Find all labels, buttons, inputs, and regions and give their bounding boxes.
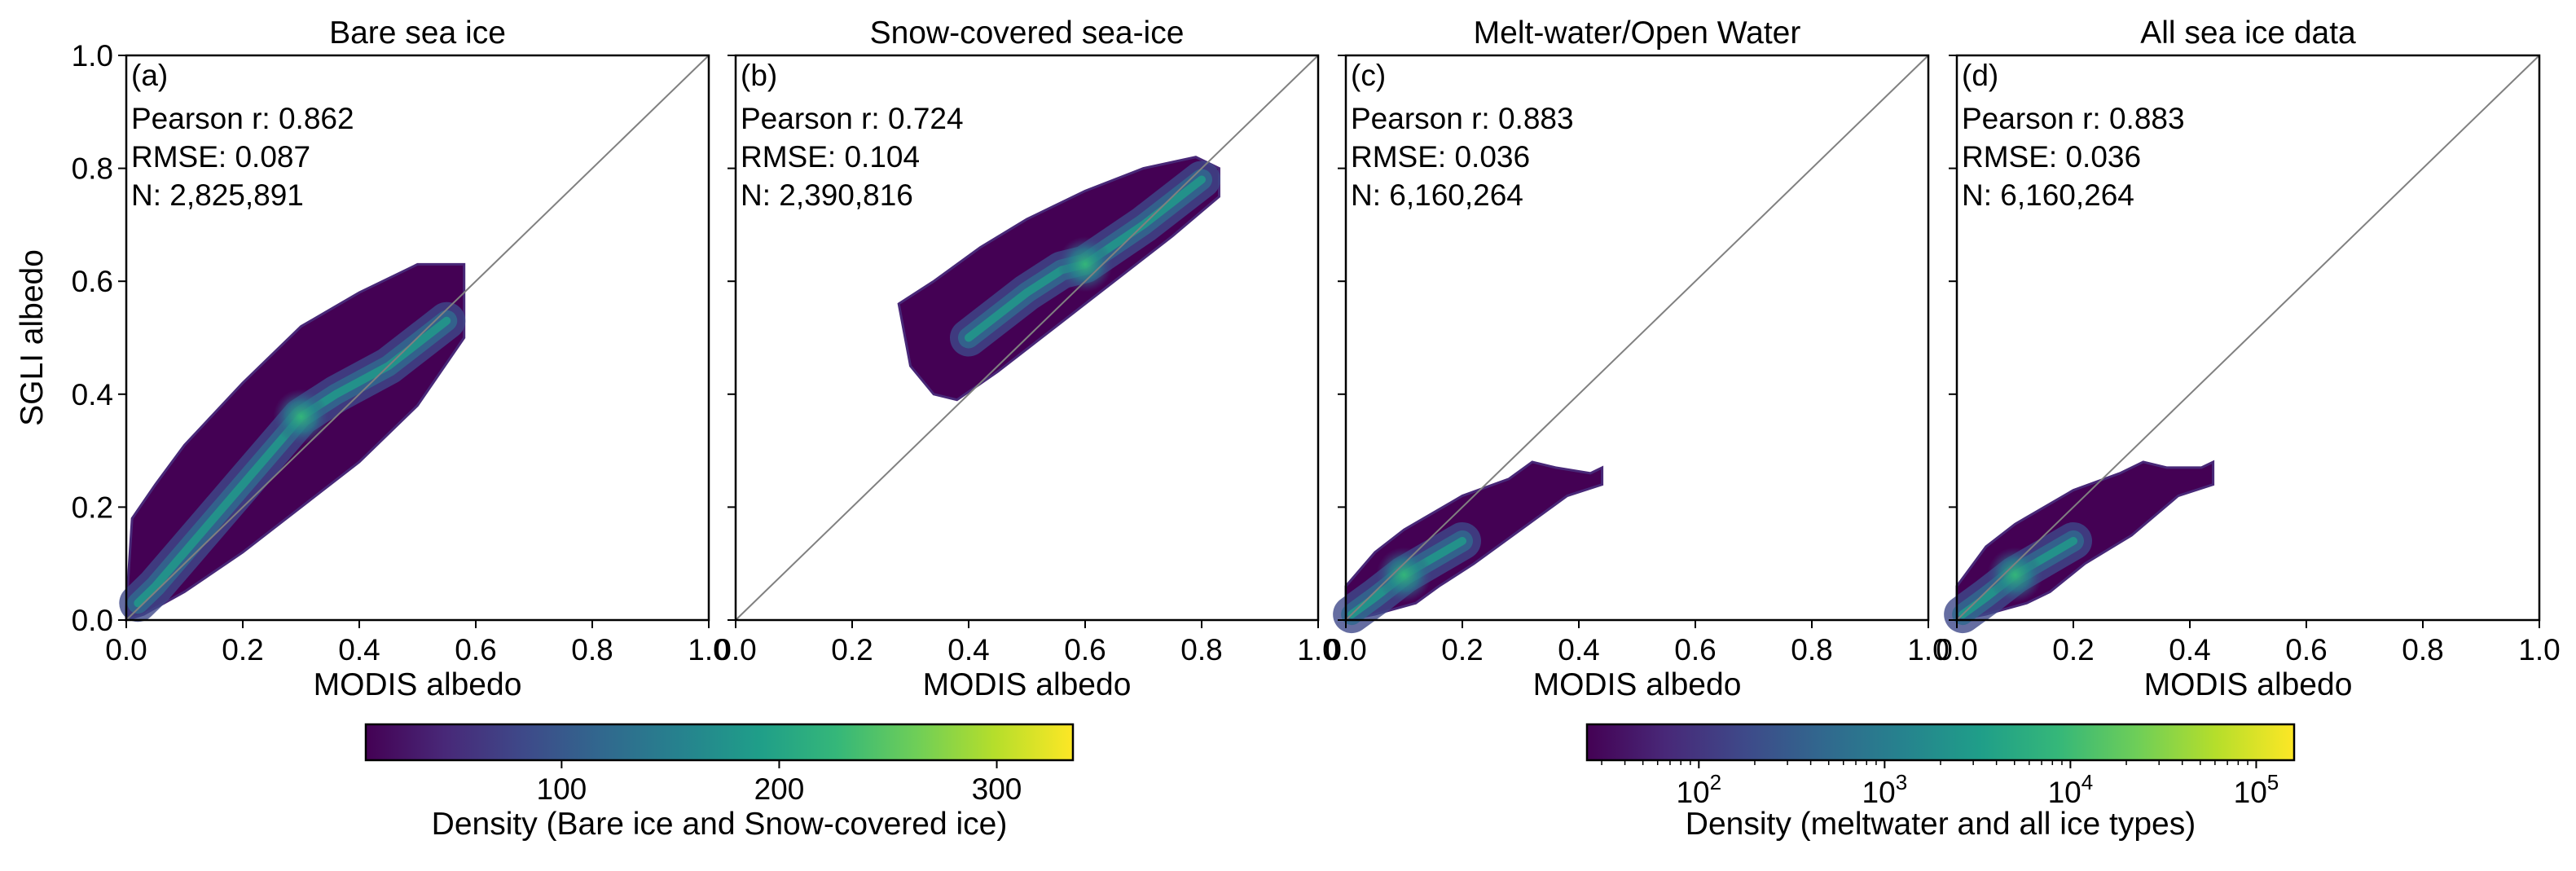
x-tick-label: 0.6	[455, 633, 496, 666]
identity-line	[1956, 55, 2540, 621]
x-tick-label: 0.8	[1180, 633, 1222, 666]
panel-title: Melt-water/Open Water	[1474, 15, 1801, 51]
colorbar-2: 102 103 104 105 Density (meltwater and all i…	[1585, 723, 2296, 842]
x-tick-label: 0.8	[2402, 633, 2443, 666]
stat-line: RMSE: 0.036	[1351, 140, 1530, 174]
identity-line	[125, 55, 710, 621]
stat-line: RMSE: 0.036	[1962, 140, 2141, 174]
identity-line	[735, 55, 1319, 621]
y-tick-label: 0.2	[72, 490, 113, 524]
identity-line	[1345, 55, 1929, 621]
stat-line: N: 6,160,264	[1351, 178, 1523, 212]
colorbar-tick-label: 300	[972, 772, 1022, 806]
colorbar-tick-label: 104	[2048, 770, 2094, 809]
density-hotspot	[1057, 236, 1113, 293]
colorbar-gradient	[1585, 723, 2296, 762]
y-axis-label: SGLI albedo	[15, 249, 50, 426]
panel-label: (b)	[741, 59, 777, 92]
x-tick-label: 0.4	[1558, 633, 1599, 666]
axes-frame	[1955, 54, 2541, 622]
x-tick-label: 0.4	[338, 633, 380, 666]
x-tick-label: 0.6	[2285, 633, 2327, 666]
x-tick-label: 0.8	[571, 633, 613, 666]
panel-label: (a)	[131, 59, 168, 92]
density-hotspot	[273, 389, 329, 445]
y-tick-label: 1.0	[72, 39, 113, 73]
x-tick-label: 0.6	[1674, 633, 1716, 666]
panel-1: 0.0 0.2 0.4 0.6 0.8 1.0 0.0 0.2 0.4 0.6 0.8 1.0 Bare…	[15, 15, 730, 702]
density-hotspot	[1987, 547, 2043, 603]
colorbar-tick-label: 100	[537, 772, 587, 806]
colorbar-tick-label: 103	[1862, 770, 1908, 809]
panel-label: (d)	[1962, 59, 1998, 92]
x-axis-label: MODIS albedo	[2144, 667, 2353, 702]
stat-line: N: 2,390,816	[741, 178, 913, 212]
stat-line: Pearson r: 0.862	[131, 102, 354, 135]
axes-frame	[125, 54, 710, 622]
panel-title: Bare sea ice	[329, 15, 506, 51]
x-tick-label: 1.0	[1297, 633, 1339, 666]
colorbar-tick-label: 102	[1676, 770, 1721, 809]
x-tick-label: 1.0	[2518, 633, 2560, 666]
stat-line: Pearson r: 0.724	[741, 102, 964, 135]
y-tick-label: 0.0	[72, 604, 113, 637]
x-tick-label: 0.4	[947, 633, 989, 666]
panel-2: 0.0 0.2 0.4 0.6 0.8 1.0 Snow-covered sea-ice MO…	[714, 15, 1339, 702]
stat-line: N: 2,825,891	[131, 178, 304, 212]
x-tick-label: 1.0	[688, 633, 729, 666]
panel-title: Snow-covered sea-ice	[870, 15, 1185, 51]
stat-line: Pearson r: 0.883	[1962, 102, 2185, 135]
x-axis-label: MODIS albedo	[314, 667, 522, 702]
stat-line: RMSE: 0.087	[131, 140, 310, 174]
x-tick-label: 0.6	[1064, 633, 1106, 666]
y-tick-label: 0.8	[72, 152, 113, 186]
x-axis-label: MODIS albedo	[1533, 667, 1742, 702]
colorbar-label: Density (Bare ice and Snow-covered ice)	[432, 807, 1008, 842]
x-tick-label: 0.0	[714, 633, 756, 666]
x-axis-label: MODIS albedo	[923, 667, 1132, 702]
stat-line: RMSE: 0.104	[741, 140, 920, 174]
stat-line: N: 6,160,264	[1962, 178, 2134, 212]
colorbar-gradient	[364, 723, 1075, 762]
x-tick-label: 0.0	[1325, 633, 1366, 666]
x-tick-label: 1.0	[1907, 633, 1949, 666]
colorbar-label: Density (meltwater and all ice types)	[1686, 807, 2196, 842]
colorbar-tick-label: 200	[754, 772, 805, 806]
axes-frame	[1344, 54, 1930, 622]
y-tick-label: 0.4	[72, 378, 113, 411]
panel-3: 0.0 0.2 0.4 0.6 0.8 1.0 Melt-water/Open Water M…	[1325, 15, 1949, 702]
x-tick-label: 0.8	[1791, 633, 1832, 666]
panel-title: All sea ice data	[2140, 15, 2356, 51]
y-tick-label: 0.6	[72, 265, 113, 298]
x-tick-label: 0.2	[1441, 633, 1483, 666]
density-ridge-core	[134, 316, 451, 608]
x-tick-label: 0.4	[2169, 633, 2210, 666]
x-tick-label: 0.2	[2052, 633, 2094, 666]
axes-frame	[734, 54, 1320, 622]
x-tick-label: 0.2	[222, 633, 263, 666]
x-tick-label: 0.0	[105, 633, 147, 666]
x-tick-label: 0.2	[831, 633, 873, 666]
density-hotspot	[1376, 547, 1432, 603]
panel-label: (c)	[1351, 59, 1386, 92]
colorbar-tick-label: 105	[2234, 770, 2279, 809]
stat-line: Pearson r: 0.883	[1351, 102, 1574, 135]
panels-layer: 0.0 0.2 0.4 0.6 0.8 1.00.00.20.40.60.81.0Bare…	[15, 15, 2561, 702]
panel-4: 0.0 0.2 0.4 0.6 0.8 1.0 All sea ice data MODIS …	[1936, 15, 2560, 702]
x-tick-label: 0.0	[1936, 633, 1977, 666]
